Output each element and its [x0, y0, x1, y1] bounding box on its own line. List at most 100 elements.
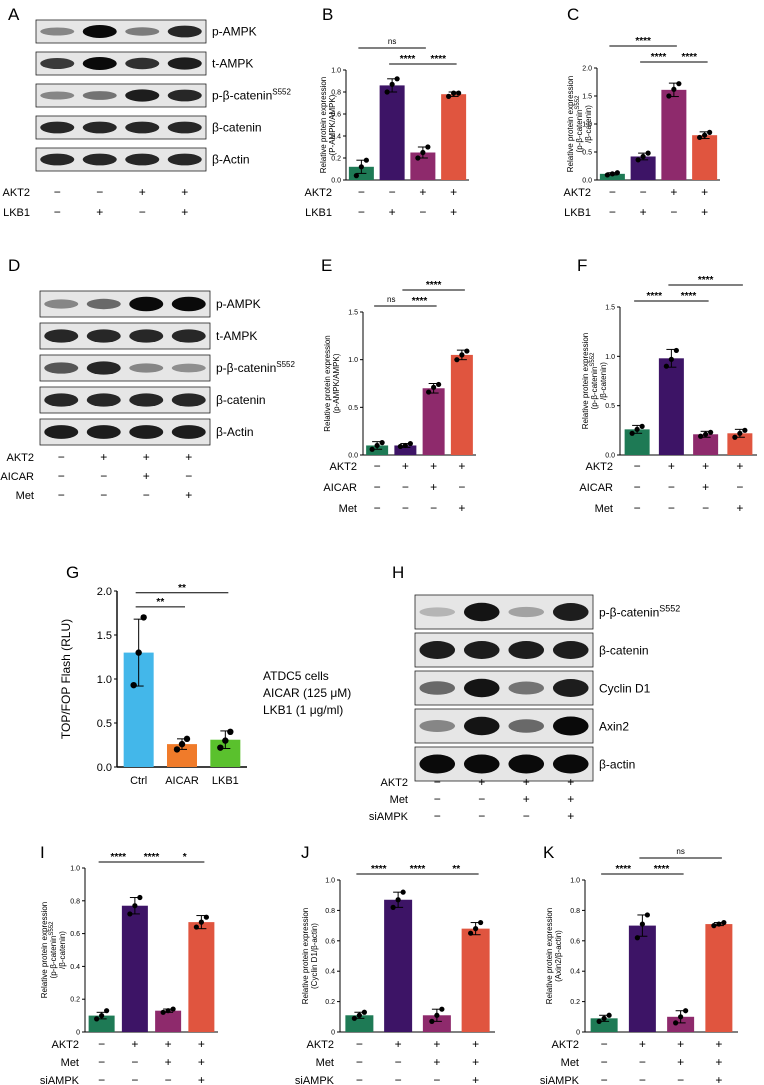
panel-letter: D: [8, 256, 20, 275]
y-tick-label: 0.4: [325, 969, 335, 976]
y-tick-label: 0.2: [570, 999, 580, 1006]
significance-label: ****: [430, 54, 446, 65]
blot-band: [552, 603, 589, 621]
condition-sign: +: [458, 459, 465, 473]
chart-panel-c: C 0.0 0.5 1.0 1.5 2.0 Relative protein express…: [563, 5, 720, 219]
data-point: [203, 914, 209, 920]
condition-label: Met: [61, 1057, 79, 1069]
data-point: [716, 921, 722, 927]
condition-sign: −: [458, 480, 465, 494]
y-axis-label: (p-AMPK/AMPK): [332, 353, 341, 413]
condition-sign: −: [96, 185, 103, 199]
superscript: S552: [272, 88, 291, 97]
condition-sign: +: [715, 1037, 722, 1051]
condition-label: AKT2: [329, 461, 357, 473]
condition-sign: −: [374, 480, 381, 494]
data-point: [459, 352, 465, 358]
blot-band: [44, 393, 79, 407]
blot-panel-h: Hp-β-cateninS552 β-catenin Cyclin D1 Axin2 β…: [369, 563, 680, 823]
condition-sign: +: [430, 459, 437, 473]
data-point: [222, 737, 229, 744]
data-point: [596, 1018, 602, 1024]
condition-sign: +: [472, 1073, 479, 1085]
data-point: [374, 442, 380, 449]
data-point: [104, 1008, 110, 1014]
condition-sign: −: [374, 459, 381, 473]
data-point: [400, 889, 406, 895]
x-tick-label: AICAR: [165, 775, 199, 787]
condition-sign: +: [702, 480, 709, 494]
condition-sign: −: [98, 1055, 105, 1069]
data-point: [431, 384, 437, 390]
blot-band: [463, 678, 500, 698]
panel-letter: C: [567, 5, 579, 24]
y-tick-label: 1.0: [605, 354, 615, 361]
data-point: [708, 429, 714, 435]
condition-sign: −: [402, 480, 409, 494]
data-point: [358, 164, 364, 170]
bar: [599, 173, 625, 180]
condition-sign: −: [131, 1073, 138, 1085]
data-point: [645, 150, 651, 156]
significance-label: ns: [388, 37, 396, 46]
condition-label: AKT2: [380, 777, 408, 789]
blot-band: [40, 57, 75, 70]
condition-sign: −: [434, 775, 441, 789]
data-point: [429, 1018, 435, 1024]
condition-sign: −: [395, 1055, 402, 1069]
blot-strip: [35, 83, 207, 108]
condition-label: Met: [561, 1057, 579, 1069]
y-axis-label: /β-catenin): [599, 362, 608, 400]
condition-sign: −: [640, 185, 647, 199]
chart-panel-k: K 0 0.2 0.4 0.6 0.8 1.0 Relative protein expres…: [540, 843, 738, 1085]
bar: [422, 1015, 451, 1032]
y-tick-label: 0.5: [97, 718, 112, 730]
y-tick-label: 0.6: [331, 112, 341, 119]
blot-band: [463, 754, 500, 774]
condition-sign: +: [567, 809, 574, 823]
blot-band: [129, 329, 164, 343]
data-point: [369, 446, 375, 452]
condition-label: Met: [390, 794, 408, 806]
data-point: [456, 90, 462, 96]
condition-sign: −: [601, 1055, 608, 1069]
blot-label: t-AMPK: [216, 329, 257, 343]
bar: [394, 445, 417, 455]
condition-sign: +: [715, 1073, 722, 1085]
blot-label: t-AMPK: [212, 57, 253, 71]
condition-sign: +: [198, 1037, 205, 1051]
condition-sign: +: [131, 1037, 138, 1051]
condition-label: siAMPK: [540, 1075, 580, 1085]
blot-band: [82, 25, 117, 38]
significance-label: ****: [651, 52, 667, 63]
condition-sign: −: [100, 469, 107, 483]
data-point: [160, 1009, 166, 1015]
condition-label: AKT2: [585, 461, 613, 473]
blot-label: Cyclin D1: [599, 682, 651, 696]
condition-sign: +: [181, 205, 188, 219]
data-point: [425, 144, 431, 150]
data-point: [173, 746, 181, 753]
condition-label: siAMPK: [295, 1075, 335, 1085]
data-point: [697, 134, 703, 141]
bar: [188, 922, 215, 1032]
data-point: [639, 921, 645, 927]
condition-sign: −: [356, 1073, 363, 1085]
superscript: S552: [575, 95, 581, 110]
data-point: [601, 1015, 607, 1021]
y-tick-label: 1.0: [97, 674, 112, 686]
panel-letter: J: [301, 843, 310, 862]
condition-sign: +: [402, 459, 409, 473]
blot-band: [129, 425, 164, 439]
blot-strip: [35, 115, 207, 140]
blot-band: [463, 602, 500, 622]
significance-label: ns: [676, 847, 684, 856]
data-point: [473, 926, 479, 932]
blot-band: [40, 121, 75, 134]
blot-band: [171, 393, 206, 407]
condition-sign: −: [358, 205, 365, 219]
y-axis-label: /β-catenin): [584, 105, 593, 143]
blot-band: [552, 679, 589, 697]
data-point: [468, 930, 474, 936]
